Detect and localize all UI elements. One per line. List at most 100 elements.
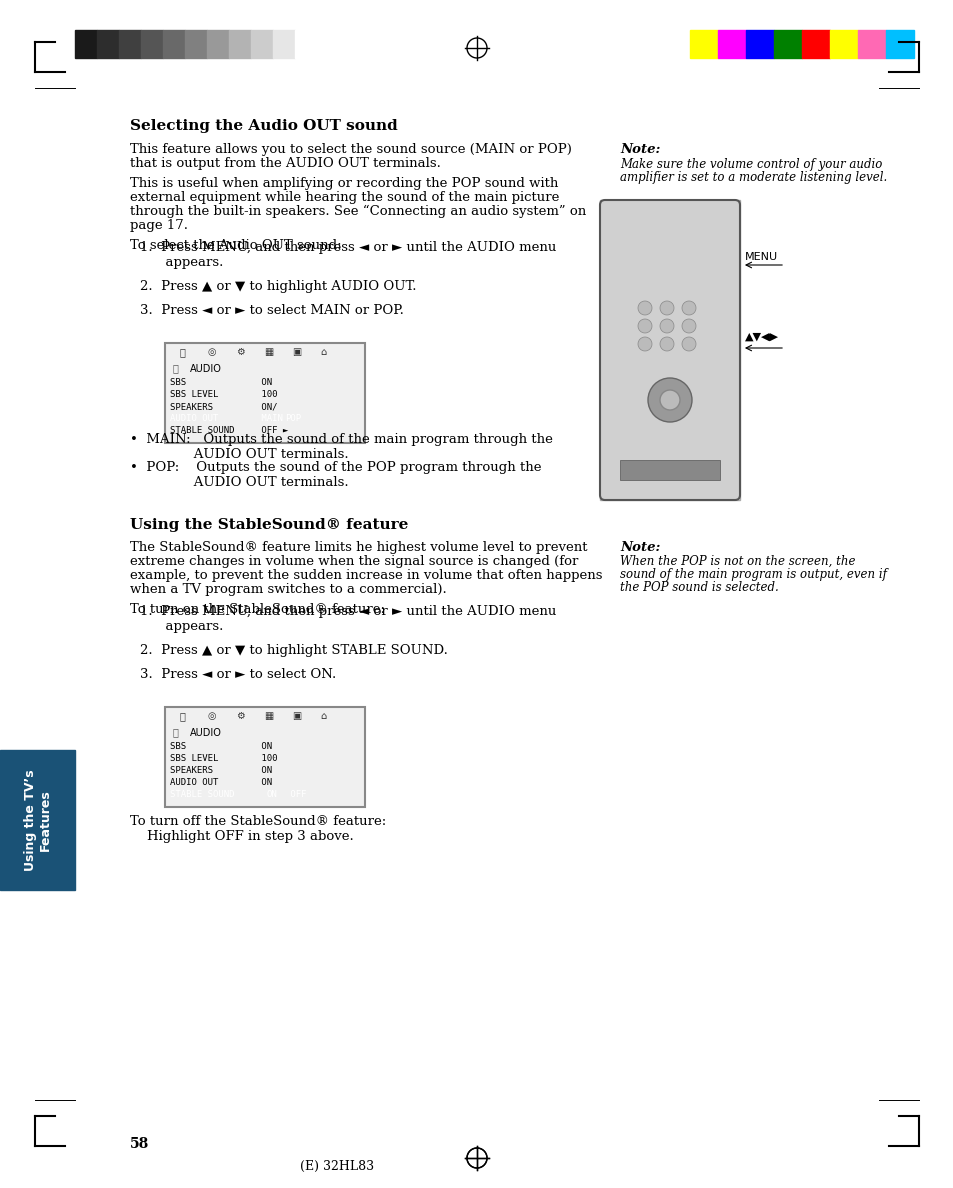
Text: Make sure the volume control of your audio: Make sure the volume control of your aud… xyxy=(619,158,882,171)
Text: Selecting the Audio OUT sound: Selecting the Audio OUT sound xyxy=(130,119,397,133)
Text: 58: 58 xyxy=(130,1137,149,1151)
Bar xyxy=(97,30,119,58)
Text: ▦: ▦ xyxy=(264,347,273,358)
Text: To select the Audio OUT sound:: To select the Audio OUT sound: xyxy=(130,239,341,252)
Text: ENTER: ENTER xyxy=(664,391,685,396)
Text: •DVD: •DVD xyxy=(612,261,633,270)
Text: 🔊: 🔊 xyxy=(172,727,178,737)
Text: ◀: ◀ xyxy=(649,388,657,399)
Bar xyxy=(689,30,718,58)
Text: Using the TV’s
Features: Using the TV’s Features xyxy=(24,769,52,871)
Bar xyxy=(829,30,857,58)
Text: AUDIO: AUDIO xyxy=(190,364,222,374)
Text: Note:: Note: xyxy=(619,541,659,554)
Text: 2.  Press ▲ or ▼ to highlight AUDIO OUT.: 2. Press ▲ or ▼ to highlight AUDIO OUT. xyxy=(140,280,416,293)
Text: ▣: ▣ xyxy=(292,710,301,721)
Text: ▼: ▼ xyxy=(666,404,674,413)
Bar xyxy=(207,30,229,58)
Text: SBS LEVEL        100: SBS LEVEL 100 xyxy=(170,754,277,763)
Text: 8: 8 xyxy=(662,333,668,342)
Text: (E) 32HL83: (E) 32HL83 xyxy=(299,1159,374,1173)
Bar xyxy=(857,30,885,58)
Text: AUDIO OUT        ON: AUDIO OUT ON xyxy=(170,778,272,786)
Circle shape xyxy=(638,320,651,333)
Bar xyxy=(119,30,141,58)
Text: MENU: MENU xyxy=(744,252,778,263)
Bar xyxy=(163,30,185,58)
Bar xyxy=(75,30,97,58)
Text: This is useful when amplifying or recording the POP sound with: This is useful when amplifying or record… xyxy=(130,177,558,190)
Circle shape xyxy=(659,301,673,315)
Text: OFF: OFF xyxy=(285,790,306,800)
Bar xyxy=(251,30,273,58)
Circle shape xyxy=(638,337,651,350)
Bar xyxy=(801,30,829,58)
Text: 1.  Press MENU, and then press ◄ or ► until the AUDIO menu
      appears.: 1. Press MENU, and then press ◄ or ► unt… xyxy=(140,605,556,633)
Bar xyxy=(599,200,740,500)
Text: STABLE SOUND     OFF ►: STABLE SOUND OFF ► xyxy=(170,426,288,435)
Text: STABLE SOUND: STABLE SOUND xyxy=(170,790,261,800)
Circle shape xyxy=(638,301,651,315)
Circle shape xyxy=(659,390,679,410)
Text: ▣: ▣ xyxy=(292,347,301,358)
Bar xyxy=(141,30,163,58)
Text: SBS              ON: SBS ON xyxy=(170,742,272,751)
Text: 9: 9 xyxy=(685,333,690,342)
Bar xyxy=(283,756,305,766)
Bar xyxy=(619,460,720,480)
Bar xyxy=(0,750,75,890)
Text: Using the StableSound® feature: Using the StableSound® feature xyxy=(130,518,408,532)
Text: 5: 5 xyxy=(662,315,668,324)
Text: ON: ON xyxy=(267,790,277,800)
Text: 4: 4 xyxy=(640,315,646,324)
Text: 2: 2 xyxy=(662,297,668,307)
Text: SPEAKERS         ON/: SPEAKERS ON/ xyxy=(170,402,277,411)
Text: through the built-in speakers. See “Connecting an audio system” on: through the built-in speakers. See “Conn… xyxy=(130,204,586,219)
Bar xyxy=(185,30,207,58)
Bar xyxy=(294,30,316,58)
Text: •AUDIO1: •AUDIO1 xyxy=(612,272,645,282)
Text: Note:: Note: xyxy=(619,143,659,156)
Circle shape xyxy=(659,320,673,333)
Text: 1.  Press MENU, and then press ◄ or ► until the AUDIO menu
      appears.: 1. Press MENU, and then press ◄ or ► unt… xyxy=(140,241,556,268)
Text: 2.  Press ▲ or ▼ to highlight STABLE SOUND.: 2. Press ▲ or ▼ to highlight STABLE SOUN… xyxy=(140,644,447,657)
Bar xyxy=(773,30,801,58)
Text: •VCR: •VCR xyxy=(612,249,632,259)
Text: AUDIO: AUDIO xyxy=(190,728,222,738)
Text: when a TV program switches to a commercial).: when a TV program switches to a commerci… xyxy=(130,583,446,596)
Text: AUDIO OUT        MAIN: AUDIO OUT MAIN xyxy=(170,413,283,423)
Text: When the POP is not on the screen, the: When the POP is not on the screen, the xyxy=(619,555,855,568)
Text: the POP sound is selected.: the POP sound is selected. xyxy=(619,581,778,594)
Text: •AUDIO2: •AUDIO2 xyxy=(612,283,645,292)
Bar xyxy=(718,30,745,58)
Text: ⌂: ⌂ xyxy=(319,710,326,721)
Text: ⌂: ⌂ xyxy=(319,347,326,358)
Text: •CABLE/SAT: •CABLE/SAT xyxy=(612,239,658,248)
Text: This feature allows you to select the sound source (MAIN or POP): This feature allows you to select the so… xyxy=(130,143,571,156)
Text: that is output from the AUDIO OUT terminals.: that is output from the AUDIO OUT termin… xyxy=(130,157,440,170)
Text: sound of the main program is output, even if: sound of the main program is output, eve… xyxy=(619,568,886,581)
Text: page 17.: page 17. xyxy=(130,219,188,232)
Text: ⬜: ⬜ xyxy=(180,347,186,358)
Bar xyxy=(165,343,365,443)
Bar xyxy=(885,30,913,58)
Text: external equipment while hearing the sound of the main picture: external equipment while hearing the sou… xyxy=(130,191,558,204)
Text: •TV: •TV xyxy=(612,228,626,236)
Circle shape xyxy=(659,337,673,350)
Circle shape xyxy=(681,337,696,350)
Bar xyxy=(745,30,773,58)
Text: ⚙: ⚙ xyxy=(235,710,245,721)
Text: 3: 3 xyxy=(685,297,690,307)
Text: ▲▼◀▶: ▲▼◀▶ xyxy=(744,331,779,342)
Circle shape xyxy=(681,320,696,333)
Text: extreme changes in volume when the signal source is changed (for: extreme changes in volume when the signa… xyxy=(130,555,578,568)
Text: ◎: ◎ xyxy=(208,710,216,721)
Text: ▦: ▦ xyxy=(264,710,273,721)
Bar xyxy=(229,30,251,58)
FancyBboxPatch shape xyxy=(599,200,740,500)
Text: example, to prevent the sudden increase in volume that often happens: example, to prevent the sudden increase … xyxy=(130,569,602,582)
Text: SPEAKERS         ON: SPEAKERS ON xyxy=(170,766,272,775)
Text: 1: 1 xyxy=(640,297,646,307)
Text: 3.  Press ◄ or ► to select MAIN or POP.: 3. Press ◄ or ► to select MAIN or POP. xyxy=(140,304,403,317)
Text: The StableSound® feature limits he highest volume level to prevent: The StableSound® feature limits he highe… xyxy=(130,541,587,554)
